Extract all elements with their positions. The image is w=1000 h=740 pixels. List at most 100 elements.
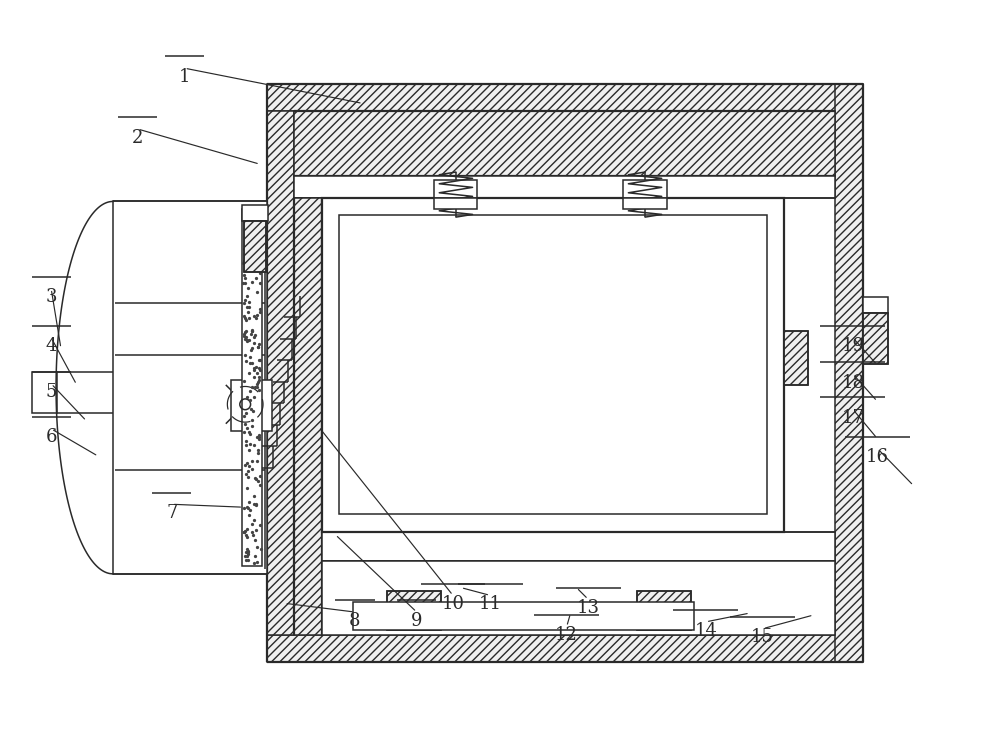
Point — [244, 276, 260, 288]
Point — [243, 403, 259, 415]
Bar — [322, 532, 835, 561]
Point — [250, 340, 266, 352]
Point — [246, 498, 262, 510]
Point — [238, 554, 254, 566]
Point — [249, 431, 265, 443]
Bar — [637, 591, 691, 630]
Bar — [242, 206, 268, 221]
Point — [246, 332, 262, 343]
Bar — [623, 180, 667, 198]
Text: 12: 12 — [555, 626, 578, 645]
Point — [252, 354, 268, 366]
Point — [241, 334, 257, 346]
Point — [246, 391, 262, 403]
Point — [251, 338, 267, 350]
Point — [247, 534, 263, 546]
Point — [238, 468, 254, 480]
Point — [242, 438, 258, 450]
Text: 9: 9 — [411, 612, 422, 630]
Point — [236, 310, 252, 322]
Bar — [244, 221, 266, 272]
Point — [244, 381, 260, 393]
Point — [248, 272, 264, 283]
Point — [240, 554, 256, 565]
Bar — [623, 198, 667, 209]
Point — [236, 269, 252, 281]
Point — [239, 301, 255, 313]
Point — [239, 551, 255, 562]
Point — [241, 248, 257, 260]
Bar — [322, 198, 784, 532]
Point — [249, 556, 265, 568]
Point — [239, 391, 255, 403]
Point — [241, 425, 257, 437]
Bar — [637, 591, 691, 630]
Point — [250, 341, 266, 353]
Bar — [294, 176, 835, 198]
Text: 1: 1 — [179, 68, 190, 86]
Bar — [784, 331, 808, 385]
Point — [237, 550, 253, 562]
Point — [244, 463, 260, 475]
Text: 17: 17 — [841, 408, 864, 427]
Point — [241, 312, 257, 324]
Text: 16: 16 — [866, 448, 889, 466]
Point — [241, 509, 257, 521]
Point — [245, 529, 261, 541]
Bar — [230, 380, 272, 431]
Point — [241, 367, 257, 379]
Bar — [784, 331, 808, 385]
Point — [245, 406, 261, 417]
Bar — [244, 221, 266, 272]
Bar — [434, 180, 477, 198]
Point — [249, 454, 265, 466]
Point — [249, 366, 265, 378]
Bar — [32, 372, 57, 413]
Point — [238, 529, 254, 541]
Point — [237, 525, 253, 536]
Bar — [242, 209, 262, 566]
Point — [237, 272, 253, 284]
Text: 13: 13 — [577, 599, 600, 617]
Bar — [267, 635, 863, 662]
Point — [245, 235, 261, 247]
Point — [250, 445, 266, 457]
Point — [239, 501, 255, 513]
Text: 10: 10 — [441, 595, 464, 613]
Text: 18: 18 — [841, 374, 864, 391]
Point — [248, 312, 264, 323]
Point — [250, 240, 266, 252]
Point — [249, 541, 265, 553]
Point — [236, 410, 252, 422]
Point — [242, 240, 258, 252]
Point — [244, 357, 260, 369]
Bar — [387, 591, 441, 630]
Point — [238, 407, 254, 419]
Bar — [434, 198, 477, 209]
Point — [248, 362, 264, 374]
Point — [236, 243, 252, 255]
Point — [243, 258, 259, 269]
Text: 11: 11 — [479, 595, 502, 613]
Bar — [339, 215, 767, 514]
Point — [237, 312, 253, 324]
Point — [239, 334, 255, 346]
Point — [244, 323, 260, 335]
Point — [238, 355, 254, 367]
Point — [240, 465, 256, 477]
Point — [240, 221, 256, 232]
Text: 5: 5 — [45, 383, 57, 401]
Point — [247, 473, 263, 485]
Bar — [835, 84, 863, 662]
Point — [247, 255, 263, 267]
Point — [246, 208, 262, 220]
Point — [238, 314, 254, 326]
Point — [242, 357, 258, 369]
Point — [246, 363, 262, 374]
Point — [235, 277, 251, 289]
Point — [249, 216, 265, 228]
Bar — [863, 297, 888, 313]
Point — [246, 310, 262, 322]
Point — [251, 371, 267, 383]
Point — [251, 362, 267, 374]
